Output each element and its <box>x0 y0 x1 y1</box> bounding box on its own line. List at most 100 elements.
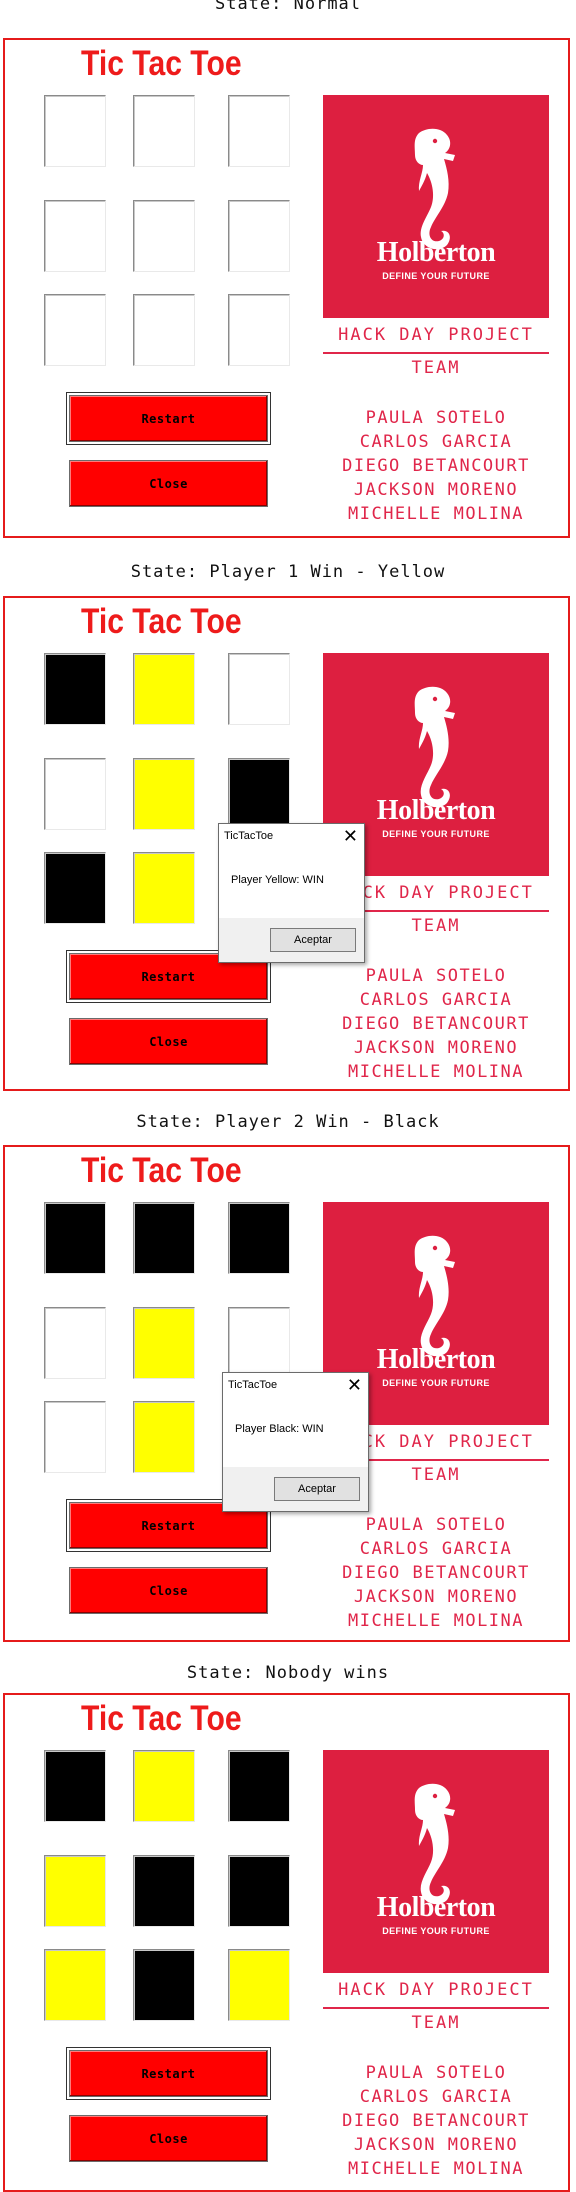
team-member: MICHELLE MOLINA <box>347 1611 525 1631</box>
board-cell-top-right[interactable] <box>228 1202 290 1274</box>
board-cell-bottom-right[interactable] <box>228 294 290 366</box>
state-label: State: Player 1 Win - Yellow <box>130 562 446 582</box>
hack-day-label: HACK DAY PROJECT <box>338 1432 534 1452</box>
board-cell-bottom-right[interactable] <box>228 1949 290 2021</box>
board-cell-center[interactable] <box>133 1855 195 1927</box>
game-title: Tic Tac Toe <box>81 44 242 83</box>
win-dialog: TicTacToe ✕ Player Black: WIN Aceptar <box>222 1372 369 1512</box>
logo-wordmark: Holberton <box>376 237 496 268</box>
hack-divider <box>323 910 549 912</box>
board-cell-center[interactable] <box>133 758 195 830</box>
board-cell-middle-right[interactable] <box>228 200 290 272</box>
board-cell-top-right[interactable] <box>228 1750 290 1822</box>
board-cell-bottom-left[interactable] <box>44 294 106 366</box>
board-cell-top-left[interactable] <box>44 1202 106 1274</box>
logo-tagline: DEFINE YOUR FUTURE <box>382 1926 490 1936</box>
board-cell-middle-left[interactable] <box>44 200 106 272</box>
dialog-titlebar: TicTacToe ✕ <box>223 1373 368 1399</box>
board-cell-top-center[interactable] <box>133 95 195 167</box>
logo-tagline: DEFINE YOUR FUTURE <box>382 1378 490 1388</box>
close-button[interactable]: Close <box>69 2115 268 2162</box>
team-label: TEAM <box>411 916 461 936</box>
board-cell-center[interactable] <box>133 1307 195 1379</box>
board-cell-top-right[interactable] <box>228 653 290 725</box>
restart-button[interactable]: Restart <box>66 2047 271 2100</box>
board-cell-center[interactable] <box>133 200 195 272</box>
board-cell-middle-right[interactable] <box>228 758 290 830</box>
team-members-list: PAULA SOTELO CARLOS GARCIA DIEGO BETANCOUR… <box>323 1513 549 1633</box>
board-cell-top-center[interactable] <box>133 1202 195 1274</box>
logo-wordmark: Holberton <box>376 1344 496 1375</box>
dialog-ok-button[interactable]: Aceptar <box>270 928 356 952</box>
team-member: MICHELLE MOLINA <box>347 2159 525 2179</box>
hack-day-label: HACK DAY PROJECT <box>338 1980 534 2000</box>
team-member: PAULA SOTELO <box>365 408 507 428</box>
seahorse-icon <box>414 686 455 808</box>
team-label: TEAM <box>411 2013 461 2033</box>
game-title: Tic Tac Toe <box>81 1151 242 1190</box>
logo-tagline: DEFINE YOUR FUTURE <box>382 829 490 839</box>
close-button[interactable]: Close <box>69 1567 268 1614</box>
state-label: State: Normal <box>214 0 362 14</box>
seahorse-icon <box>414 1783 455 1905</box>
logo-wordmark: Holberton <box>376 1892 496 1923</box>
board-cell-bottom-left[interactable] <box>44 1401 106 1473</box>
hack-divider <box>323 2007 549 2009</box>
board-cell-bottom-center[interactable] <box>133 1401 195 1473</box>
team-member: PAULA SOTELO <box>365 966 507 986</box>
hack-day-label: HACK DAY PROJECT <box>338 325 534 345</box>
board-cell-top-center[interactable] <box>133 1750 195 1822</box>
team-member: CARLOS GARCIA <box>359 2087 513 2107</box>
board-cell-top-left[interactable] <box>44 653 106 725</box>
board-cell-middle-right[interactable] <box>228 1307 290 1379</box>
logo-tagline: DEFINE YOUR FUTURE <box>382 271 490 281</box>
team-member: DIEGO BETANCOURT <box>342 1014 530 1034</box>
team-member: CARLOS GARCIA <box>359 990 513 1010</box>
board-cell-middle-left[interactable] <box>44 1855 106 1927</box>
team-member: CARLOS GARCIA <box>359 1539 513 1559</box>
dialog-message: Player Yellow: WIN <box>231 874 324 886</box>
holberton-logo: Holberton DEFINE YOUR FUTURE <box>323 95 549 318</box>
board-cell-top-right[interactable] <box>228 95 290 167</box>
team-member: MICHELLE MOLINA <box>347 1062 525 1082</box>
team-member: PAULA SOTELO <box>365 1515 507 1535</box>
team-label: TEAM <box>411 358 461 378</box>
board-cell-top-left[interactable] <box>44 1750 106 1822</box>
board-cell-bottom-center[interactable] <box>133 852 195 924</box>
dialog-ok-button[interactable]: Aceptar <box>274 1477 360 1501</box>
dialog-title: TicTacToe <box>228 1379 278 1391</box>
board-cell-bottom-left[interactable] <box>44 852 106 924</box>
restart-button[interactable]: Restart <box>66 392 271 445</box>
game-title: Tic Tac Toe <box>81 602 242 641</box>
board-cell-top-left[interactable] <box>44 95 106 167</box>
team-members-list: PAULA SOTELO CARLOS GARCIA DIEGO BETANCOUR… <box>323 2061 549 2181</box>
team-members-list: PAULA SOTELO CARLOS GARCIA DIEGO BETANCOUR… <box>323 964 549 1084</box>
dialog-close-icon[interactable]: ✕ <box>346 1375 362 1395</box>
hack-day-label: HACK DAY PROJECT <box>338 883 534 903</box>
board-cell-middle-left[interactable] <box>44 758 106 830</box>
team-member: CARLOS GARCIA <box>359 432 513 452</box>
board-cell-bottom-left[interactable] <box>44 1949 106 2021</box>
game-window: Tic Tac Toe Restart Close Holberton DEFINE Y… <box>3 596 570 1091</box>
dialog-body: Player Yellow: WIN <box>219 850 364 918</box>
board-cell-top-center[interactable] <box>133 653 195 725</box>
board-cell-bottom-center[interactable] <box>133 294 195 366</box>
board-cell-bottom-center[interactable] <box>133 1949 195 2021</box>
board-cell-middle-right[interactable] <box>228 1855 290 1927</box>
logo-wordmark: Holberton <box>376 795 496 826</box>
team-member: JACKSON MORENO <box>353 1038 519 1058</box>
state-label: State: Player 2 Win - Black <box>136 1112 440 1132</box>
close-button[interactable]: Close <box>69 460 268 507</box>
hack-divider <box>323 352 549 354</box>
holberton-logo: Holberton DEFINE YOUR FUTURE <box>323 1750 549 1973</box>
hack-divider <box>323 1459 549 1461</box>
team-member: MICHELLE MOLINA <box>347 504 525 524</box>
close-button[interactable]: Close <box>69 1018 268 1065</box>
dialog-title: TicTacToe <box>224 830 274 842</box>
game-title: Tic Tac Toe <box>81 1699 242 1738</box>
board-cell-middle-left[interactable] <box>44 1307 106 1379</box>
team-member: DIEGO BETANCOURT <box>342 2111 530 2131</box>
dialog-titlebar: TicTacToe ✕ <box>219 824 364 850</box>
seahorse-icon <box>414 128 455 250</box>
dialog-close-icon[interactable]: ✕ <box>342 826 358 846</box>
